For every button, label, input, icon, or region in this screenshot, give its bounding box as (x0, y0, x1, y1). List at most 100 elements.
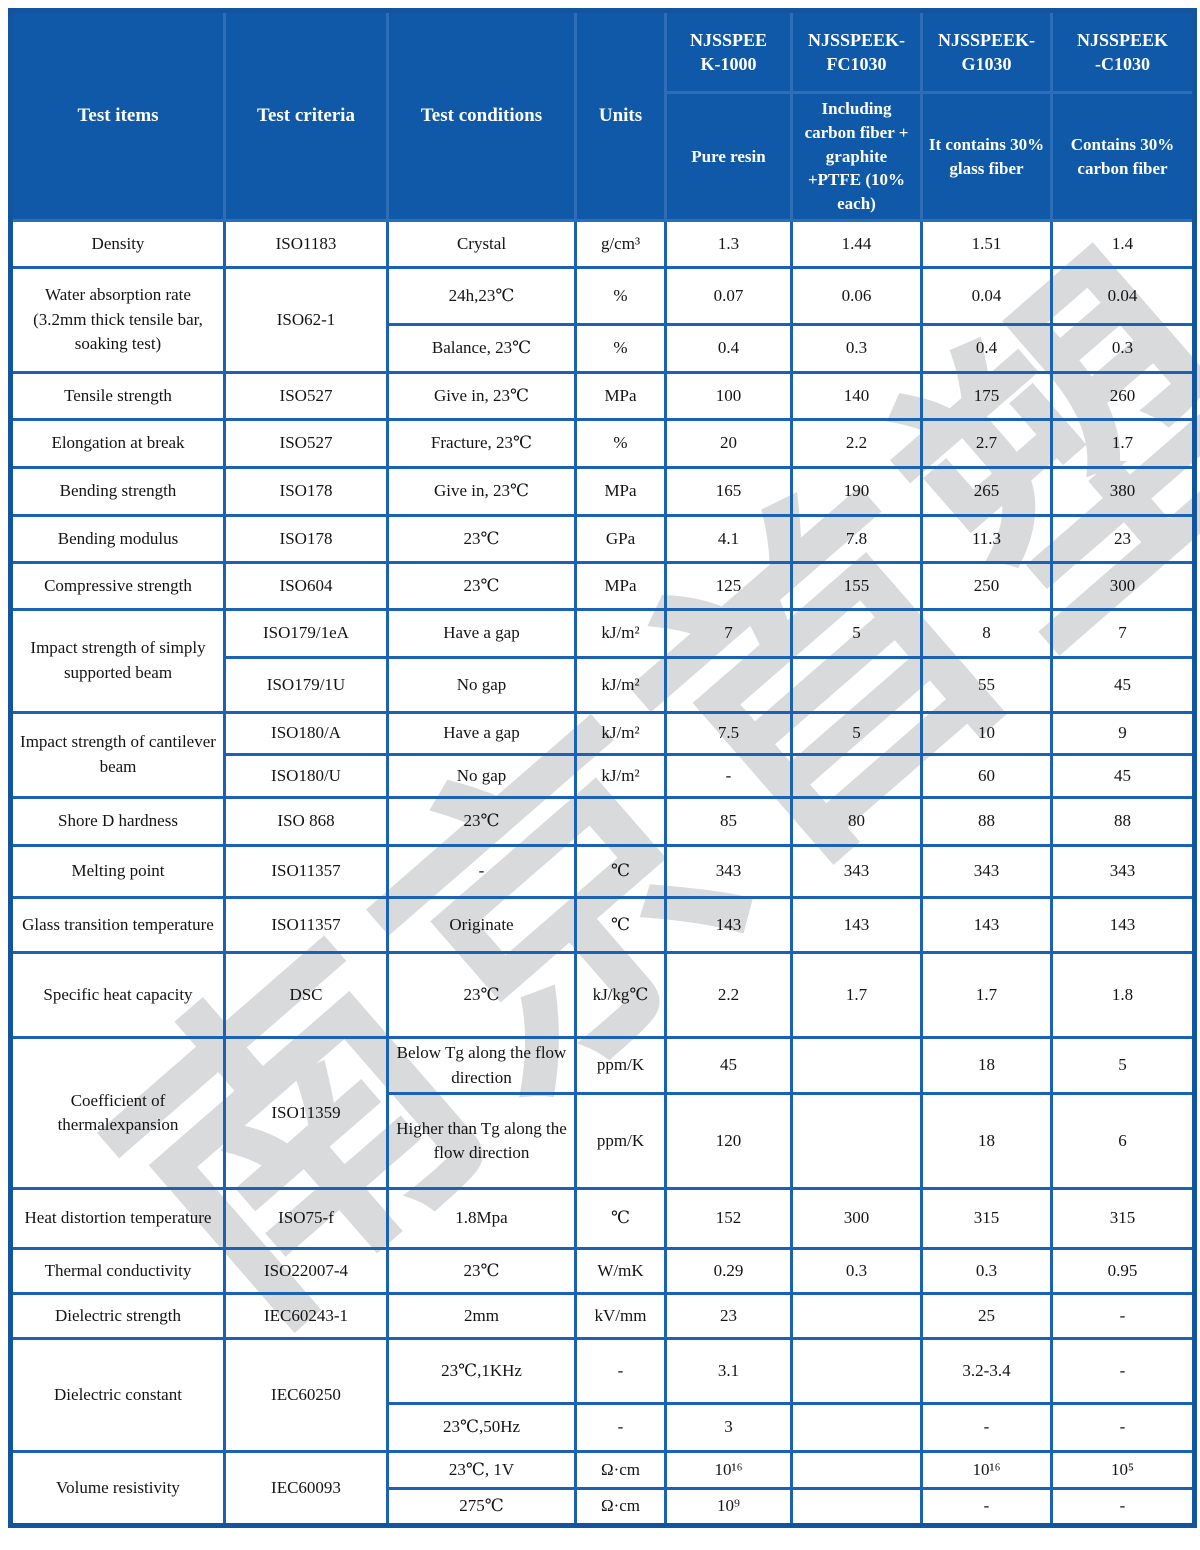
table-row: Density ISO1183 Crystal g/cm³ 1.3 1.44 1.51 1.4 (9, 219, 1196, 269)
table-cell: ISO178 (223, 514, 389, 564)
table-cell: - (1050, 1337, 1196, 1406)
table-cell: W/mK (574, 1247, 667, 1296)
table-cell: 143 (920, 896, 1053, 954)
table-row: ISO180/U No gap kJ/m² - 60 45 (11, 753, 1196, 799)
table-cell: Have a gap (386, 711, 577, 756)
table-cell: 45 (1050, 753, 1196, 799)
table-cell: 260 (1050, 371, 1196, 421)
table-body: Density ISO1183 Crystal g/cm³ 1.3 1.44 1.51 1.4… (9, 219, 1196, 1528)
table-cell: MPa (574, 466, 667, 517)
table-cell: 0.29 (664, 1247, 793, 1296)
table-cell: 3 (664, 1402, 793, 1454)
table-cell: 0.3 (790, 323, 923, 374)
datasheet-page: 南京首塑 Test items Test criteria Test condi… (0, 8, 1200, 1537)
table-cell: Ω·cm (574, 1450, 667, 1491)
table-cell: 20 (664, 418, 793, 469)
table-cell: 250 (920, 561, 1053, 611)
table-cell: 343 (790, 844, 923, 899)
table-cell: % (574, 323, 667, 374)
table-cell: Fracture, 23℃ (386, 418, 577, 469)
table-cell: 7.5 (664, 711, 793, 756)
table-cell: 1.8Mpa (386, 1187, 577, 1251)
table-cell: No gap (386, 656, 577, 714)
table-cell: 120 (664, 1092, 793, 1191)
table-cell: 155 (790, 561, 923, 611)
table-cell: 143 (790, 896, 923, 954)
table-cell: g/cm³ (574, 219, 667, 269)
table-cell: 6 (1050, 1092, 1196, 1191)
table-row: Compressive strength ISO604 23℃ MPa 125 155 25… (9, 561, 1196, 611)
table-cell (790, 1337, 923, 1406)
table-cell: ISO11359 (223, 1035, 389, 1191)
table-cell: ISO527 (223, 418, 389, 469)
table-cell: 88 (1050, 796, 1196, 847)
table-cell: Crystal (386, 219, 577, 269)
table-cell: 143 (1050, 896, 1196, 954)
table-cell: 23℃ (386, 1247, 577, 1296)
table-cell: 0.3 (790, 1247, 923, 1296)
table-cell: ISO1183 (223, 219, 389, 269)
table-cell (790, 1292, 923, 1341)
table-cell: 190 (790, 466, 923, 517)
table-row: Thermal conductivity ISO22007-4 23℃ W/mK 0.2… (9, 1247, 1196, 1296)
table-cell: Volume resistivity (9, 1450, 226, 1528)
table-cell: 55 (920, 656, 1053, 714)
table-cell: 10¹⁶ (664, 1450, 793, 1491)
table-cell: kJ/m² (574, 608, 667, 659)
product-desc-njsspeek-g1030: It contains 30% glass fiber (920, 91, 1053, 222)
table-cell: 1.8 (1050, 951, 1196, 1039)
col-header-product-njsspeek-fc1030: NJSSPEEK- FC1030 (790, 9, 923, 94)
table-cell: 1.4 (1050, 219, 1196, 269)
table-cell: 0.4 (920, 323, 1053, 374)
table-cell: 175 (920, 371, 1053, 421)
table-cell: ISO11357 (223, 844, 389, 899)
table-cell: ℃ (574, 844, 667, 899)
col-header-product-njsspeek-1000: NJSSPEE K-1000 (664, 9, 793, 94)
table-cell (664, 656, 793, 714)
table-cell: 23℃ (386, 561, 577, 611)
table-cell: 2.2 (664, 951, 793, 1039)
table-cell: 1.51 (920, 219, 1053, 269)
table-cell: 1.3 (664, 219, 793, 269)
table-cell: - (574, 1337, 667, 1406)
table-cell: IEC60093 (223, 1450, 389, 1528)
table-cell: 23℃ (386, 514, 577, 564)
col-header-product-njsspeek-c1030: NJSSPEEK -C1030 (1050, 9, 1196, 94)
table-cell: 23℃ (386, 796, 577, 847)
table-cell: 1.7 (790, 951, 923, 1039)
table-cell: 45 (1050, 656, 1196, 714)
table-cell: 4.1 (664, 514, 793, 564)
table-cell: 143 (664, 896, 793, 954)
table-cell (790, 753, 923, 799)
table-cell: 3.2-3.4 (920, 1337, 1053, 1406)
table-cell: Bending modulus (9, 514, 226, 564)
table-cell: GPa (574, 514, 667, 564)
table-cell: 10⁹ (664, 1487, 793, 1528)
table-cell: Originate (386, 896, 577, 954)
table-cell: MPa (574, 371, 667, 421)
table-header: Test items Test criteria Test conditions… (9, 9, 1196, 222)
table-cell (790, 1092, 923, 1191)
table-cell: - (1050, 1292, 1196, 1341)
table-cell: IEC60243-1 (223, 1292, 389, 1341)
table-cell: 1.7 (920, 951, 1053, 1039)
table-row: 23℃,50Hz -3- - (11, 1402, 1196, 1454)
table-cell: ℃ (574, 896, 667, 954)
table-cell: Higher than Tg along the flow direction (386, 1092, 577, 1191)
table-cell (574, 796, 667, 847)
table-cell: 7 (664, 608, 793, 659)
table-cell: 0.04 (920, 266, 1053, 326)
table-cell: 25 (920, 1292, 1053, 1341)
table-cell: Below Tg along the flow direction (386, 1035, 577, 1096)
table-cell: Have a gap (386, 608, 577, 659)
table-cell: Give in, 23℃ (386, 466, 577, 517)
table-cell: IEC60250 (223, 1337, 389, 1454)
product-desc-njsspeek-c1030: Contains 30% carbon fiber (1050, 91, 1196, 222)
table-cell: 10 (920, 711, 1053, 756)
table-cell: 300 (1050, 561, 1196, 611)
table-cell: ISO62-1 (223, 266, 389, 374)
product-desc-njsspeek-fc1030: Including carbon fiber + graphite +PTFE … (790, 91, 923, 222)
table-cell: 18 (920, 1092, 1053, 1191)
table-cell: Density (9, 219, 226, 269)
header-row-descriptions: Pure resin Including carbon fiber + grap… (11, 91, 1196, 222)
